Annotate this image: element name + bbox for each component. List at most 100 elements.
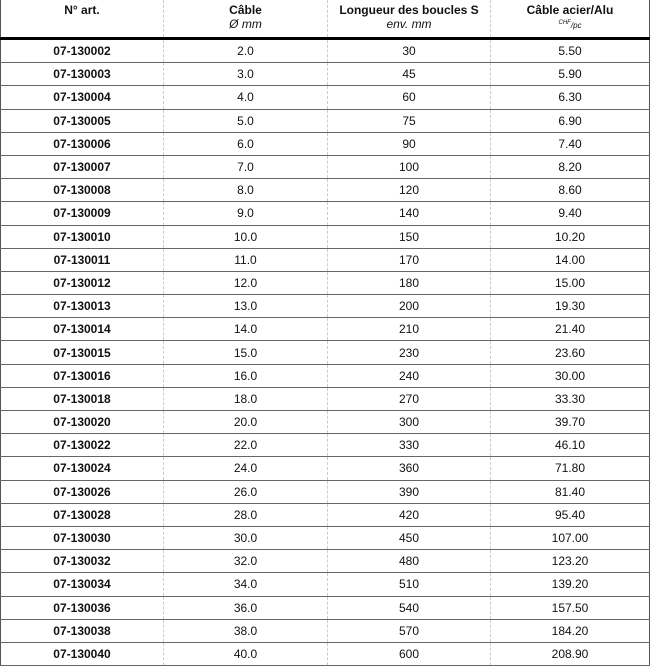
price-cell: 6.30 (490, 85, 650, 110)
cable-diameter-cell: 13.0 (163, 294, 328, 319)
article-number-cell: 07-130011 (0, 248, 164, 272)
table-row: 07-130026 26.0 390 81.40 (0, 480, 650, 504)
price-cell: 71.80 (490, 456, 650, 481)
price-cell: 5.50 (490, 38, 650, 64)
loop-length-cell: 420 (327, 503, 491, 527)
price-cell: 30.00 (490, 364, 650, 388)
cable-diameter-cell: 24.0 (163, 456, 328, 481)
cable-diameter-cell: 5.0 (163, 109, 328, 133)
price-cell: 8.20 (490, 155, 650, 180)
table-row: 07-130002 2.0 30 5.50 (0, 38, 650, 64)
cable-diameter-cell: 28.0 (163, 503, 328, 527)
table-row: 07-130034 34.0 510 139.20 (0, 572, 650, 597)
header-price: Câble acier/Alu CHF/pc (490, 0, 650, 40)
table-row: 07-130013 13.0 200 19.30 (0, 294, 650, 319)
loop-length-cell: 140 (327, 201, 491, 226)
table-row: 07-130022 22.0 330 46.10 (0, 433, 650, 458)
article-number-cell: 07-130008 (0, 178, 164, 203)
article-number-cell: 07-130032 (0, 549, 164, 574)
loop-length-cell: 75 (327, 109, 491, 133)
cable-diameter-cell: 32.0 (163, 549, 328, 574)
price-cell: 39.70 (490, 410, 650, 435)
loop-length-cell: 390 (327, 480, 491, 504)
article-number-cell: 07-130003 (0, 62, 164, 87)
article-number-cell: 07-130013 (0, 294, 164, 319)
price-cell: 8.60 (490, 178, 650, 203)
price-cell: 33.30 (490, 387, 650, 412)
cable-diameter-cell: 4.0 (163, 85, 328, 110)
cable-diameter-cell: 12.0 (163, 271, 328, 296)
article-number-cell: 07-130002 (0, 38, 164, 64)
article-number-cell: 07-130006 (0, 132, 164, 156)
price-cell: 15.00 (490, 271, 650, 296)
loop-length-cell: 510 (327, 572, 491, 597)
cable-diameter-cell: 22.0 (163, 433, 328, 458)
table-row: 07-130030 30.0 450 107.00 (0, 526, 650, 551)
loop-length-cell: 180 (327, 271, 491, 296)
header-length-label: Longueur des boucles S (339, 3, 479, 17)
table-row: 07-130015 15.0 230 23.60 (0, 340, 650, 365)
loop-length-cell: 150 (327, 225, 491, 249)
loop-length-cell: 90 (327, 132, 491, 156)
article-number-cell: 07-130026 (0, 480, 164, 504)
loop-length-cell: 120 (327, 178, 491, 203)
cable-diameter-cell: 36.0 (163, 596, 328, 620)
article-number-cell: 07-130038 (0, 619, 164, 643)
cable-diameter-cell: 26.0 (163, 480, 328, 504)
cable-diameter-cell: 11.0 (163, 248, 328, 272)
price-cell: 123.20 (490, 549, 650, 574)
article-number-cell: 07-130007 (0, 155, 164, 180)
price-cell: 19.30 (490, 294, 650, 319)
article-number-cell: 07-130040 (0, 642, 164, 666)
table-row: 07-130024 24.0 360 71.80 (0, 456, 650, 481)
article-number-cell: 07-130005 (0, 109, 164, 133)
article-number-cell: 07-130016 (0, 364, 164, 388)
loop-length-cell: 300 (327, 410, 491, 435)
loop-length-cell: 210 (327, 317, 491, 342)
price-cell: 14.00 (490, 248, 650, 272)
price-cell: 95.40 (490, 503, 650, 527)
price-cell: 21.40 (490, 317, 650, 342)
article-number-cell: 07-130010 (0, 225, 164, 249)
article-number-cell: 07-130020 (0, 410, 164, 435)
loop-length-cell: 200 (327, 294, 491, 319)
loop-length-cell: 100 (327, 155, 491, 180)
table-row: 07-130006 6.0 90 7.40 (0, 132, 650, 156)
cable-diameter-cell: 10.0 (163, 225, 328, 249)
table-row: 07-130016 16.0 240 30.00 (0, 364, 650, 388)
header-art-label: N° art. (64, 3, 100, 17)
cable-diameter-cell: 6.0 (163, 132, 328, 156)
loop-length-cell: 330 (327, 433, 491, 458)
loop-length-cell: 230 (327, 340, 491, 365)
article-number-cell: 07-130022 (0, 433, 164, 458)
price-cell: 139.20 (490, 572, 650, 597)
table-row: 07-130008 8.0 120 8.60 (0, 178, 650, 203)
unit-chf: CHF (558, 20, 571, 26)
unit-pc: pc (573, 21, 582, 30)
article-number-cell: 07-130014 (0, 317, 164, 342)
table-row: 07-130032 32.0 480 123.20 (0, 549, 650, 574)
article-number-cell: 07-130034 (0, 572, 164, 597)
table-header-row: N° art. Câble Ø mm Longueur des boucles S… (0, 0, 650, 40)
cable-diameter-cell: 8.0 (163, 178, 328, 203)
price-cell: 10.20 (490, 225, 650, 249)
table-row: 07-130010 10.0 150 10.20 (0, 225, 650, 249)
header-price-unit: CHF/pc (558, 20, 582, 30)
table-row: 07-130007 7.0 100 8.20 (0, 155, 650, 180)
cable-diameter-cell: 30.0 (163, 526, 328, 551)
cable-diameter-cell: 20.0 (163, 410, 328, 435)
cable-diameter-cell: 9.0 (163, 201, 328, 226)
price-cell: 5.90 (490, 62, 650, 87)
price-cell: 81.40 (490, 480, 650, 504)
article-number-cell: 07-130036 (0, 596, 164, 620)
article-number-cell: 07-130028 (0, 503, 164, 527)
loop-length-cell: 30 (327, 38, 491, 64)
cable-diameter-cell: 38.0 (163, 619, 328, 643)
table-row: 07-130020 20.0 300 39.70 (0, 410, 650, 435)
price-cell: 184.20 (490, 619, 650, 643)
cable-diameter-cell: 18.0 (163, 387, 328, 412)
price-cell: 9.40 (490, 201, 650, 226)
article-number-cell: 07-130024 (0, 456, 164, 481)
